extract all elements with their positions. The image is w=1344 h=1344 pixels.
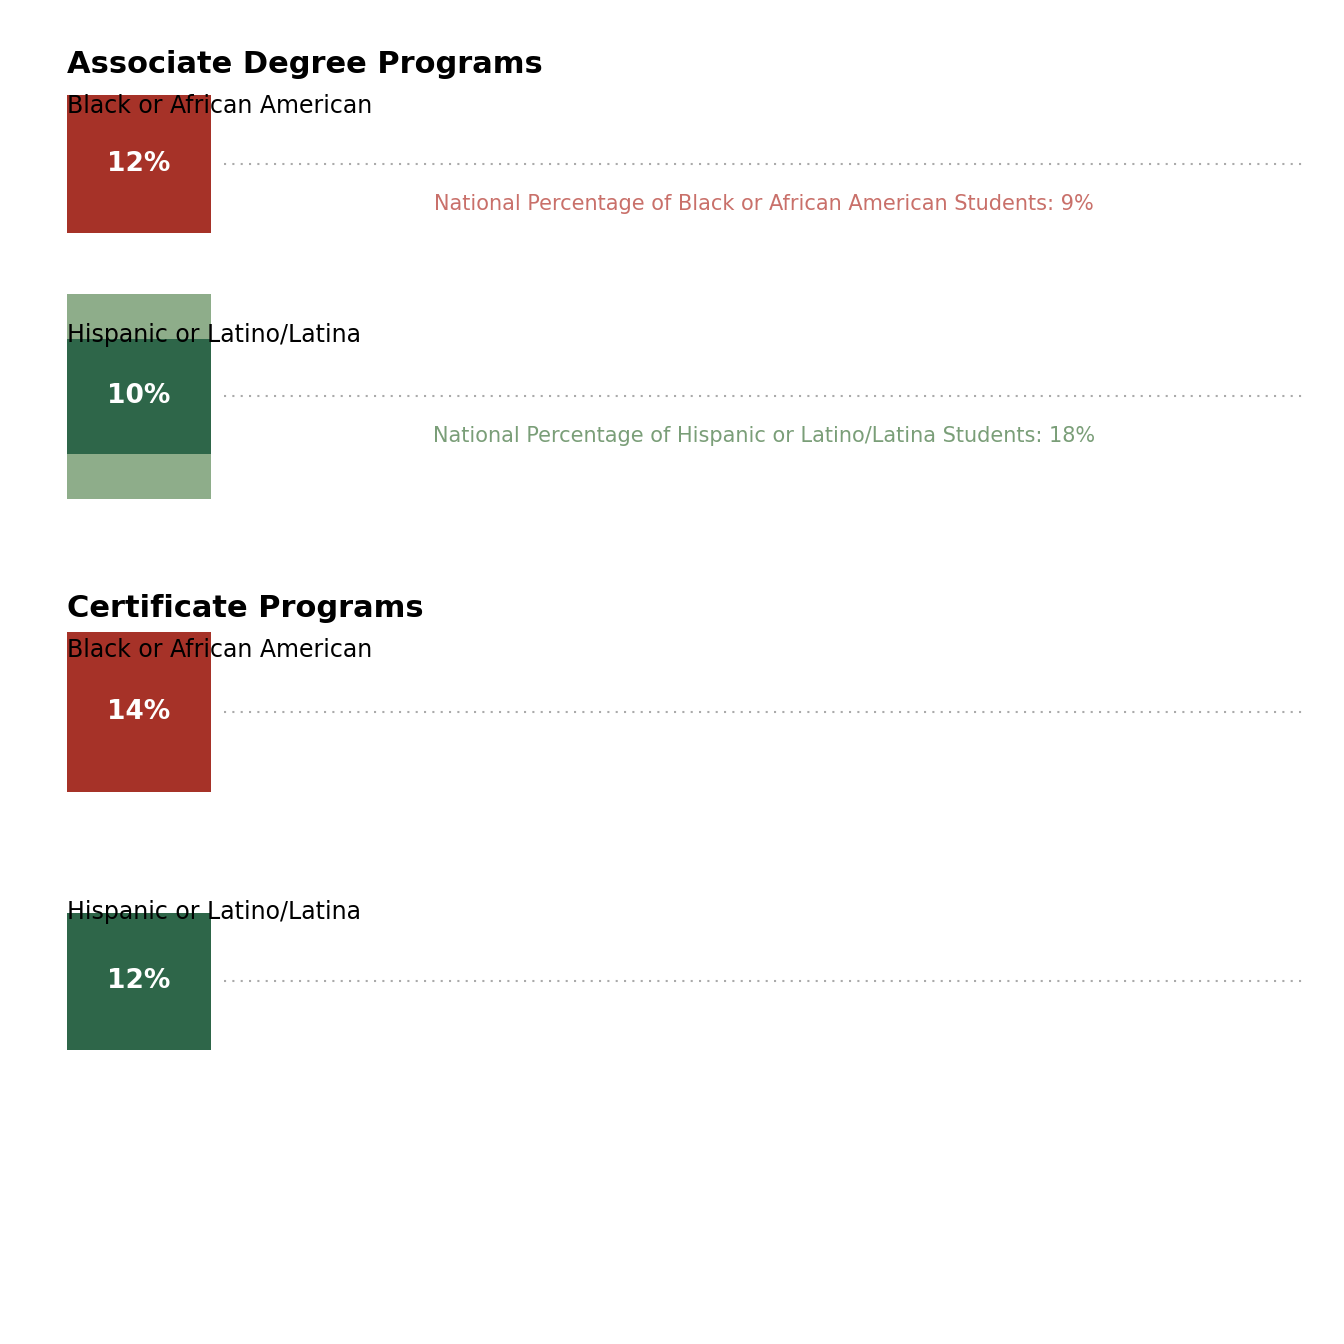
Text: Black or African American: Black or African American bbox=[67, 94, 372, 118]
Text: National Percentage of Hispanic or Latino/Latina Students: 18%: National Percentage of Hispanic or Latin… bbox=[433, 426, 1095, 446]
Text: 12%: 12% bbox=[108, 968, 171, 995]
Text: National Percentage of Black or African American Students: 9%: National Percentage of Black or African … bbox=[434, 194, 1094, 214]
Text: 14%: 14% bbox=[108, 699, 171, 726]
Text: 12%: 12% bbox=[108, 151, 171, 177]
Text: Certificate Programs: Certificate Programs bbox=[67, 594, 423, 624]
Text: Associate Degree Programs: Associate Degree Programs bbox=[67, 50, 543, 79]
Text: Hispanic or Latino/Latina: Hispanic or Latino/Latina bbox=[67, 900, 362, 925]
Text: Black or African American: Black or African American bbox=[67, 638, 372, 663]
Text: Hispanic or Latino/Latina: Hispanic or Latino/Latina bbox=[67, 323, 362, 347]
Text: 10%: 10% bbox=[108, 383, 171, 410]
